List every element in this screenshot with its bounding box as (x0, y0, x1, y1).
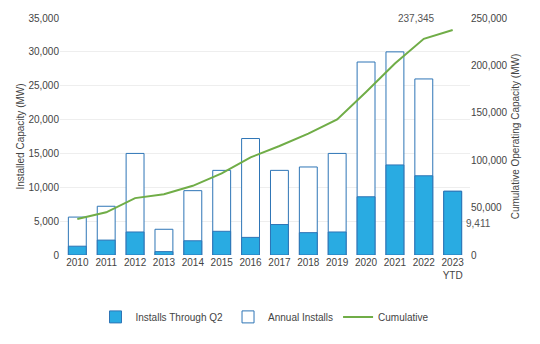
svg-text:15,000: 15,000 (28, 148, 59, 159)
svg-text:2010: 2010 (66, 257, 89, 268)
svg-text:30,000: 30,000 (28, 46, 59, 57)
svg-text:Cumulative: Cumulative (378, 312, 428, 323)
svg-text:50,000: 50,000 (471, 202, 502, 213)
svg-text:35,000: 35,000 (28, 13, 59, 24)
svg-text:10,000: 10,000 (28, 182, 59, 193)
svg-text:2020: 2020 (355, 257, 378, 268)
svg-text:2023YTD: 2023YTD (442, 257, 465, 281)
svg-text:20,000: 20,000 (28, 114, 59, 125)
svg-text:Installs Through Q2: Installs Through Q2 (136, 312, 224, 323)
svg-text:5,000: 5,000 (34, 216, 59, 227)
svg-text:200,000: 200,000 (471, 60, 508, 71)
svg-text:2022: 2022 (413, 257, 436, 268)
svg-text:Cumulative Operating Capacity: Cumulative Operating Capacity (MW) (510, 54, 521, 220)
svg-text:2012: 2012 (124, 257, 147, 268)
svg-text:2018: 2018 (297, 257, 320, 268)
svg-text:2021: 2021 (384, 257, 407, 268)
svg-text:2015: 2015 (211, 257, 234, 268)
svg-text:237,345: 237,345 (398, 13, 435, 24)
svg-text:25,000: 25,000 (28, 80, 59, 91)
svg-text:2016: 2016 (239, 257, 262, 268)
svg-text:2019: 2019 (326, 257, 349, 268)
svg-text:2013: 2013 (153, 257, 176, 268)
svg-text:0: 0 (53, 250, 59, 261)
svg-text:2014: 2014 (182, 257, 205, 268)
svg-text:Installed Capacity (MW): Installed Capacity (MW) (15, 83, 26, 189)
svg-text:2017: 2017 (268, 257, 291, 268)
svg-text:9,411: 9,411 (466, 218, 491, 229)
svg-text:0: 0 (471, 250, 477, 261)
svg-text:100,000: 100,000 (471, 155, 508, 166)
svg-text:250,000: 250,000 (471, 13, 508, 24)
svg-text:2011: 2011 (95, 257, 117, 268)
svg-text:150,000: 150,000 (471, 107, 508, 118)
svg-text:Annual Installs: Annual Installs (268, 312, 333, 323)
